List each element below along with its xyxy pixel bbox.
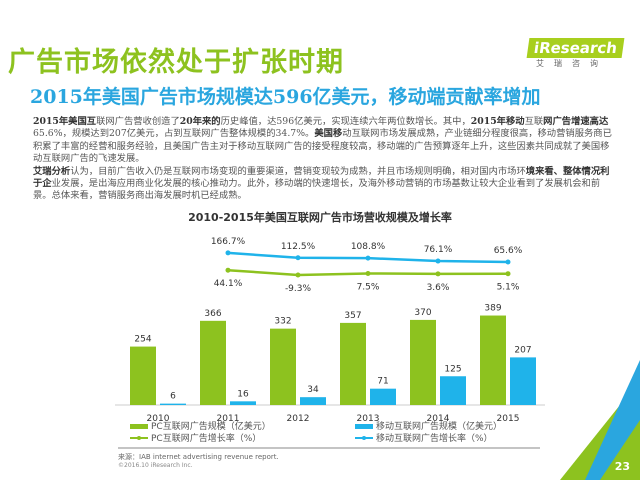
- mobile-rate-point: [225, 250, 231, 256]
- pc-rate-point: [225, 267, 231, 273]
- x-tick-label: 2011: [217, 414, 240, 424]
- mobile-rate-label: 76.1%: [424, 245, 453, 255]
- x-tick-label: 2015: [497, 414, 520, 424]
- data-label-pc: 332: [274, 317, 291, 327]
- data-label-mobile: 6: [170, 392, 176, 402]
- x-tick-label: 2014: [427, 414, 450, 424]
- pc-rate-label: -9.3%: [285, 284, 312, 294]
- bar-pc: [130, 346, 156, 405]
- legend-swatch: [355, 424, 373, 429]
- mobile-rate-label: 166.7%: [211, 237, 246, 247]
- pc-rate-label: 7.5%: [357, 282, 380, 292]
- mobile-rate-label: 65.6%: [494, 246, 523, 256]
- paragraph-2: 艾瑞分析认为，目前广告收入仍是互联网市场变现的重要渠道，营销变现较为成熟，并且市…: [33, 165, 610, 202]
- data-label-mobile: 207: [514, 345, 531, 355]
- legend-marker: [137, 436, 141, 440]
- pc-rate-label: 3.6%: [427, 283, 450, 293]
- source-note: 来源：IAB internet advertising revenue repo…: [118, 453, 279, 461]
- mobile-rate-point: [435, 258, 441, 264]
- slide-subtitle: 2015年美国广告市场规模达596亿美元，移动端贡献率增加: [30, 86, 541, 108]
- bar-pc: [480, 315, 506, 405]
- pc-rate-point: [295, 272, 301, 278]
- bar-pc: [200, 320, 226, 405]
- pc-rate-label: 44.1%: [214, 279, 243, 289]
- mobile-rate-point: [295, 255, 301, 261]
- data-label-pc: 254: [134, 335, 151, 345]
- data-label-pc: 357: [344, 311, 361, 321]
- bar-mobile: [510, 357, 536, 405]
- data-label-mobile: 34: [307, 385, 319, 395]
- iresearch-logo: iResearch 艾瑞咨询: [526, 38, 628, 69]
- legend-label: 移动互联网广告规模（亿美元）: [376, 420, 502, 432]
- bar-pc: [410, 319, 436, 405]
- pc-rate-point: [505, 271, 511, 277]
- data-label-pc: 389: [484, 304, 501, 314]
- legend-label: PC互联网广告增长率（%）: [151, 432, 261, 444]
- x-tick-label: 2013: [357, 414, 380, 424]
- legend-marker: [362, 436, 366, 440]
- mobile-rate-label: 112.5%: [281, 242, 316, 252]
- legend-swatch: [130, 424, 148, 429]
- body-text: 2015年美国互联网广告营收创造了20年来的历史峰值，达596亿美元，实现连续六…: [33, 116, 613, 203]
- paragraph-1: 2015年美国互联网广告营收创造了20年来的历史峰值，达596亿美元，实现连续六…: [33, 116, 612, 165]
- bar-mobile: [440, 376, 466, 405]
- x-tick-label: 2012: [287, 414, 310, 424]
- corner-decoration-blue: [585, 360, 640, 480]
- data-label-pc: 370: [414, 308, 431, 318]
- bar-mobile: [160, 403, 186, 405]
- data-label-mobile: 71: [377, 377, 388, 387]
- mobile-rate-label: 108.8%: [351, 242, 386, 252]
- legend-label: 移动互联网广告增长率（%）: [376, 432, 493, 444]
- page-number: 23: [614, 460, 630, 473]
- bar-mobile: [230, 401, 256, 405]
- data-label-pc: 366: [204, 309, 221, 319]
- pc-rate-point: [435, 271, 441, 277]
- pc-rate-label: 5.1%: [497, 283, 520, 293]
- pc-rate-point: [365, 270, 371, 276]
- bar-pc: [340, 322, 366, 405]
- copyright: ©2016.10 iResearch Inc.: [118, 462, 193, 469]
- slide-title: 广告市场依然处于扩张时期: [8, 47, 344, 78]
- mobile-rate-point: [505, 259, 511, 265]
- bar-pc: [270, 328, 296, 405]
- data-label-mobile: 16: [237, 389, 249, 399]
- bar-mobile: [370, 388, 396, 405]
- chart-title: 2010-2015年美国互联网广告市场营收规模及增长率: [188, 211, 452, 224]
- logo-subtext: 艾瑞咨询: [536, 59, 608, 68]
- x-tick-label: 2010: [147, 414, 170, 424]
- legend-label: PC互联网广告规模（亿美元）: [151, 420, 271, 432]
- bar-mobile: [300, 397, 326, 405]
- data-label-mobile: 125: [444, 364, 461, 374]
- mobile-rate-point: [365, 255, 371, 261]
